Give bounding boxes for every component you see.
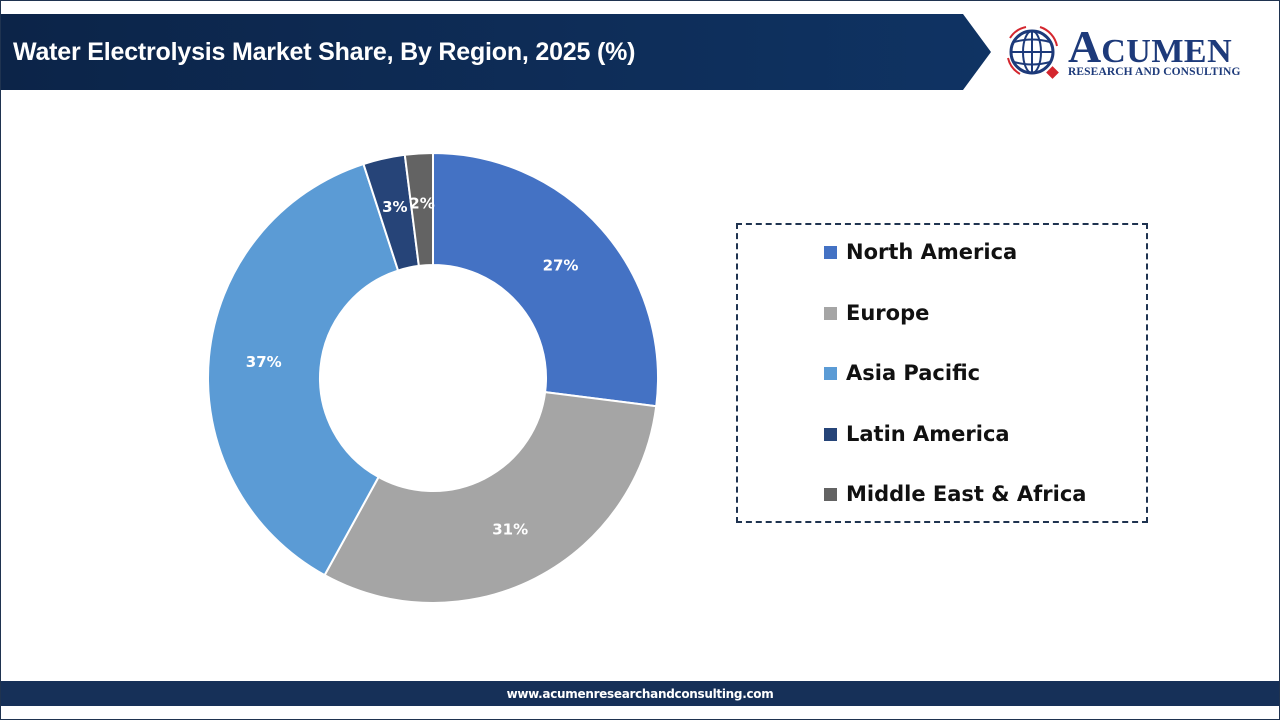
legend-item-asia-pacific: Asia Pacific [824,358,980,388]
slice-value-label: 27% [543,257,579,275]
website-link[interactable]: www.acumenresearchandconsulting.com [506,686,774,701]
slice-value-label: 3% [382,198,407,216]
legend-item-north-america: North America [824,237,1017,267]
donut-slice-europe [323,391,658,604]
legend-swatch [824,427,837,441]
slice-value-label: 2% [409,194,434,212]
legend-swatch [824,306,837,320]
page-title: Water Electrolysis Market Share, By Regi… [13,38,636,66]
donut-slice-north-america [432,151,659,408]
donut-slice-middle-east-africa [403,151,434,268]
legend-swatch [824,245,837,259]
donut-slice-asia-pacific [207,162,400,577]
slice-value-label: 37% [246,353,282,371]
globe-icon [1007,26,1059,79]
title-banner: Water Electrolysis Market Share, By Regi… [1,14,991,90]
banner-arrow-shape [1,14,991,90]
logo-tagline: RESEARCH AND CONSULTING [1068,66,1241,78]
legend-item-europe: Europe [824,298,929,328]
legend-swatch [824,366,837,380]
chart-legend: North America Europe Asia Pacific Latin … [736,223,1148,523]
acumen-logo: ACUMEN RESEARCH AND CONSULTING [1004,21,1264,84]
legend-item-latin-america: Latin America [824,419,1010,449]
legend-item-middle-east-africa: Middle East & Africa [824,479,1086,509]
slice-value-label: 31% [492,520,528,538]
footer-bar: www.acumenresearchandconsulting.com [1,681,1279,706]
legend-swatch [824,487,837,501]
logo-wordmark: ACUMEN [1068,21,1233,72]
